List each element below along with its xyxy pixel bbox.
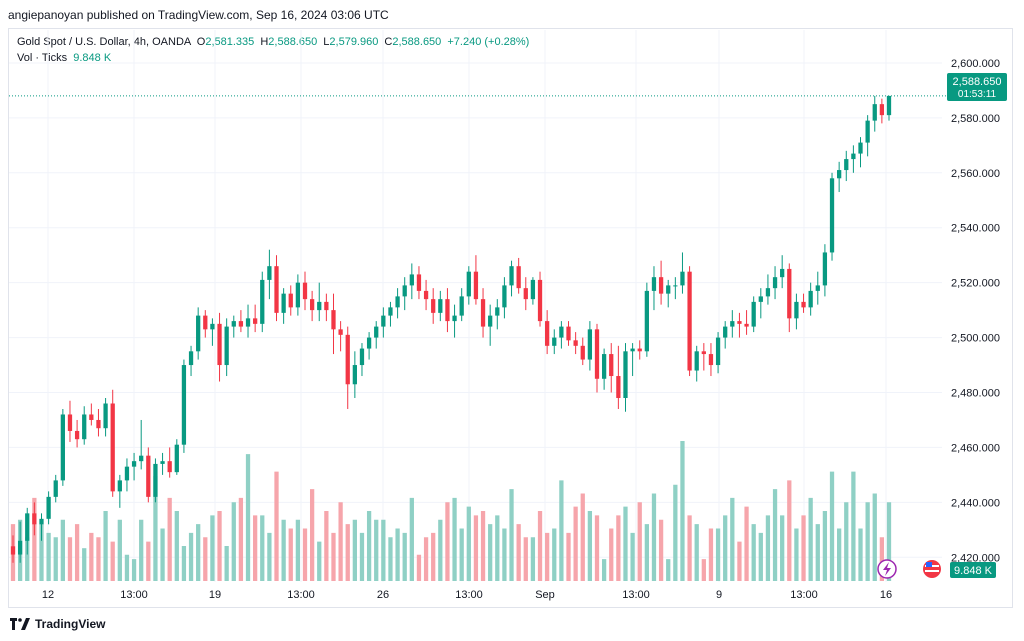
publish-caption: angiepanoyan published on TradingView.co… bbox=[8, 8, 389, 22]
close-value: 2,588.650 bbox=[392, 36, 442, 48]
volume-label[interactable]: Vol · Ticks bbox=[17, 52, 68, 64]
volume-value: 9.848 K bbox=[73, 52, 112, 64]
chart-legend: Gold Spot / U.S. Dollar, 4h, OANDA O2,58… bbox=[17, 34, 532, 66]
tradingview-logo-icon bbox=[10, 618, 30, 630]
low-label: L bbox=[323, 36, 330, 48]
footer-brand-text: TradingView bbox=[35, 617, 106, 631]
change-value: +7.240 (+0.28%) bbox=[447, 36, 530, 48]
low-value: 2,579.960 bbox=[329, 36, 379, 48]
footer-brand[interactable]: TradingView bbox=[10, 617, 105, 631]
close-label: C bbox=[384, 36, 393, 48]
volume-row: Vol · Ticks 9.848 K bbox=[17, 50, 532, 66]
ohlc-row: Gold Spot / U.S. Dollar, 4h, OANDA O2,58… bbox=[17, 34, 532, 50]
open-value: 2,581.335 bbox=[205, 36, 255, 48]
high-value: 2,588.650 bbox=[268, 36, 318, 48]
chart-frame[interactable] bbox=[8, 28, 1013, 608]
open-label: O bbox=[196, 36, 206, 48]
symbol-title[interactable]: Gold Spot / U.S. Dollar, 4h, OANDA bbox=[17, 36, 191, 48]
high-label: H bbox=[260, 36, 269, 48]
